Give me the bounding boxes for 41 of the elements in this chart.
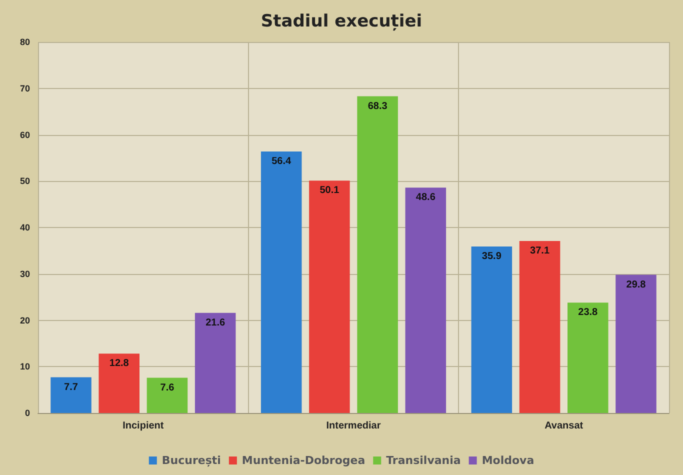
x-tick-label: Avansat [544, 420, 584, 432]
data-label: 37.1 [530, 245, 550, 256]
data-label: 12.8 [109, 358, 130, 370]
data-label: 50.1 [320, 185, 340, 196]
data-label: 21.6 [206, 317, 226, 328]
y-tick-label: 0 [24, 408, 30, 418]
bar [568, 302, 608, 413]
bar [146, 378, 188, 413]
legend-label: Muntenia-Dobrogea [242, 454, 366, 467]
x-tick-label: Intermediar [326, 420, 381, 432]
y-tick-label: 30 [20, 268, 30, 279]
data-label: 56.4 [272, 156, 292, 167]
bar [357, 96, 398, 413]
data-label: 29.8 [626, 279, 646, 290]
chart-title: Stadiul execuției [260, 12, 422, 32]
y-tick-label: 80 [20, 37, 30, 47]
legend-label: București [162, 454, 221, 467]
bar [98, 354, 140, 413]
data-label: 23.8 [578, 307, 598, 318]
data-label: 48.6 [416, 192, 436, 204]
data-label: 7.7 [64, 382, 78, 393]
bar [616, 274, 656, 413]
bar [471, 246, 512, 413]
data-label: 68.3 [368, 100, 388, 112]
y-tick-label: 50 [20, 176, 30, 186]
y-tick-label: 10 [20, 362, 30, 372]
y-tick-label: 60 [20, 130, 30, 140]
bar [405, 188, 446, 413]
data-label: 7.6 [160, 382, 175, 394]
x-tick-label: Incipient [122, 420, 164, 432]
y-tick-label: 20 [20, 315, 30, 326]
data-label: 35.9 [482, 251, 502, 262]
bar [260, 151, 302, 413]
y-tick-label: 40 [20, 222, 30, 232]
legend-label: Transilvania [386, 454, 461, 467]
bar [50, 377, 92, 413]
y-tick-label: 70 [20, 83, 30, 94]
bar [194, 312, 236, 413]
bar [519, 240, 560, 413]
bar [309, 180, 350, 413]
legend-label: Moldova [482, 454, 534, 467]
